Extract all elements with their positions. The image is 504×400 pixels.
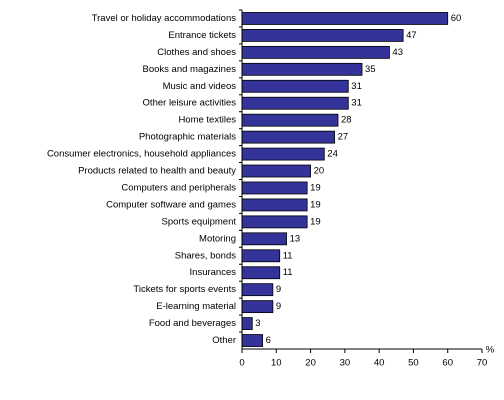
value-label: 3: [255, 318, 260, 329]
value-label: 28: [341, 115, 352, 126]
value-label: 6: [266, 335, 271, 346]
y-tick-label: Tickets for sports events: [133, 284, 236, 295]
y-tick-label: Other: [212, 335, 236, 346]
x-tick-label: 0: [239, 358, 244, 369]
x-tick-label: 30: [340, 358, 351, 369]
y-tick-label: E-learning material: [156, 301, 236, 312]
bar: [241, 266, 281, 280]
y-tick-label: Photographic materials: [139, 132, 236, 143]
bar: [241, 12, 449, 25]
value-label: 27: [338, 132, 349, 143]
y-tick-label: Consumer electronics, household applianc…: [47, 149, 236, 160]
value-label: 20: [314, 166, 325, 177]
y-tick-label: Computers and peripherals: [121, 182, 236, 193]
y-tick-label: Travel or holiday accommodations: [92, 13, 237, 24]
bar: [241, 198, 308, 212]
bar: [241, 45, 390, 59]
y-tick-label: Food and beverages: [149, 318, 236, 329]
value-label: 11: [283, 250, 293, 261]
y-tick-label: Products related to health and beauty: [78, 166, 236, 177]
value-label: 31: [351, 81, 362, 92]
y-tick-label: Motoring: [199, 233, 236, 244]
value-label: 9: [276, 301, 281, 312]
value-label: 9: [276, 284, 281, 295]
x-tick-label: 50: [408, 358, 419, 369]
y-tick-label: Entrance tickets: [168, 30, 236, 41]
bar: [241, 164, 311, 178]
x-tick-label: 70: [477, 358, 488, 369]
bar: [241, 283, 274, 297]
bar: [241, 62, 363, 76]
bar: [241, 147, 325, 161]
bar: [241, 113, 339, 127]
value-label: 13: [290, 233, 301, 244]
bar: [241, 29, 404, 42]
bar: [241, 96, 349, 110]
value-label: 19: [310, 199, 321, 210]
y-tick-label: Computer software and games: [106, 199, 236, 210]
bar: [241, 215, 308, 229]
value-label: 31: [351, 98, 362, 109]
bar: [241, 79, 349, 93]
bar: [241, 249, 281, 263]
bar: [241, 317, 253, 330]
y-tick-label: Home textiles: [178, 115, 236, 126]
y-tick-label: Sports equipment: [162, 216, 237, 227]
value-label: 19: [310, 216, 321, 227]
bar: [241, 130, 335, 144]
value-label: 60: [451, 13, 462, 24]
x-tick-label: 10: [271, 358, 282, 369]
bar: [241, 334, 263, 347]
value-label: 35: [365, 64, 376, 75]
bar: [241, 232, 287, 246]
y-tick-label: Books and magazines: [143, 64, 237, 75]
x-tick-label: 20: [305, 358, 316, 369]
y-tick-label: Insurances: [190, 267, 237, 278]
value-label: 47: [406, 30, 417, 41]
y-tick-label: Other leisure activities: [143, 98, 237, 109]
y-tick-label: Music and videos: [163, 81, 237, 92]
value-label: 24: [327, 149, 338, 160]
y-tick-label: Clothes and shoes: [157, 47, 236, 58]
bar: [241, 181, 308, 195]
y-tick-label: Shares, bonds: [175, 250, 237, 261]
value-label: 43: [392, 47, 403, 58]
value-label: 19: [310, 182, 321, 193]
x-tick-label: 40: [374, 358, 385, 369]
bar: [241, 300, 274, 314]
x-tick-label: 60: [442, 358, 453, 369]
x-axis-label: %: [486, 345, 495, 356]
value-label: 11: [283, 267, 293, 278]
